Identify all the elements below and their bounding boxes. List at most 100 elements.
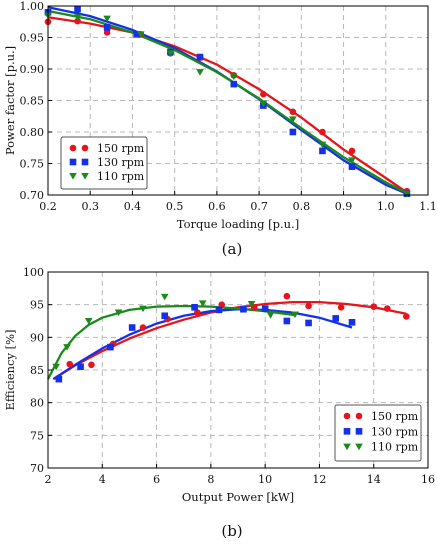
data-point bbox=[74, 17, 81, 25]
panel-label: (b) bbox=[221, 522, 242, 540]
x-tick-label: 0.2 bbox=[39, 200, 57, 213]
y-tick-label: 85 bbox=[30, 364, 44, 377]
data-point bbox=[305, 302, 312, 310]
x-tick-label: 1.0 bbox=[377, 200, 395, 213]
data-point bbox=[291, 311, 299, 319]
data-point bbox=[137, 31, 145, 38]
legend-marker bbox=[343, 443, 351, 451]
series-110-rpm bbox=[52, 293, 299, 371]
legend-marker bbox=[81, 144, 89, 152]
data-point bbox=[193, 309, 201, 316]
series-110-rpm bbox=[44, 12, 411, 198]
legend-label: 130 rpm bbox=[97, 156, 145, 169]
grid bbox=[48, 272, 428, 468]
data-point bbox=[52, 363, 60, 371]
legend-marker bbox=[69, 158, 77, 166]
data-point bbox=[196, 69, 204, 76]
fit-line-150-rpm bbox=[52, 300, 407, 381]
x-tick-label: 0.6 bbox=[208, 200, 226, 213]
data-point bbox=[215, 306, 223, 314]
legend-marker bbox=[343, 412, 351, 420]
data-point bbox=[402, 313, 410, 320]
data-point bbox=[107, 343, 114, 351]
legend-marker bbox=[355, 443, 363, 451]
legend-marker bbox=[343, 428, 351, 435]
y-tick-label: 0.85 bbox=[20, 95, 45, 108]
data-point bbox=[348, 319, 356, 326]
fit-line-110-rpm bbox=[46, 304, 296, 380]
data-point bbox=[240, 305, 247, 313]
data-point bbox=[103, 15, 111, 23]
data-point bbox=[348, 157, 356, 164]
y-tick-label: 0.75 bbox=[20, 158, 45, 171]
data-point bbox=[66, 360, 74, 368]
fit-line-110-rpm bbox=[47, 9, 408, 195]
data-point bbox=[247, 301, 256, 308]
legend-marker bbox=[81, 173, 89, 180]
data-point bbox=[348, 163, 356, 170]
legend-label: 130 rpm bbox=[371, 425, 419, 438]
data-point bbox=[55, 375, 63, 383]
data-point bbox=[370, 303, 378, 310]
legend-box bbox=[334, 404, 422, 462]
data-point bbox=[319, 128, 326, 136]
data-point bbox=[74, 5, 81, 13]
x-tick-label: 2 bbox=[45, 473, 52, 486]
x-tick-label: 4 bbox=[99, 473, 106, 486]
data-point bbox=[103, 29, 111, 36]
x-tick-label: 1.1 bbox=[419, 200, 437, 213]
x-tick-label: 8 bbox=[207, 473, 214, 486]
series-150-rpm bbox=[66, 292, 410, 369]
x-tick-label: 6 bbox=[153, 473, 160, 486]
x-tick-label: 12 bbox=[312, 473, 326, 486]
x-tick-label: 16 bbox=[421, 473, 435, 486]
x-tick-label: 0.3 bbox=[81, 200, 99, 213]
x-tick-label: 14 bbox=[367, 473, 381, 486]
data-point bbox=[218, 301, 226, 308]
data-point bbox=[198, 300, 207, 307]
y-tick-label: 0.80 bbox=[20, 126, 45, 139]
data-point bbox=[259, 100, 268, 108]
x-tick-label: 0.7 bbox=[250, 200, 268, 213]
legend-label: 150 rpm bbox=[97, 142, 145, 155]
data-point bbox=[166, 50, 175, 57]
x-axis-label: Torque loading [p.u.] bbox=[177, 217, 299, 231]
data-point bbox=[88, 361, 95, 369]
data-point bbox=[229, 73, 238, 81]
data-point bbox=[260, 90, 267, 98]
x-axis-label: Output Power [kW] bbox=[182, 490, 294, 504]
data-point bbox=[161, 312, 169, 320]
data-point bbox=[139, 324, 147, 331]
data-point bbox=[139, 305, 147, 313]
data-point bbox=[133, 31, 140, 38]
data-point bbox=[337, 303, 345, 311]
x-tick-label: 0.8 bbox=[293, 200, 311, 213]
chart-panel-a: 0.2 0.3 0.4 0.5 0.6 0.7 0.8 0.9 1.0 1.1 0.70 0.75 0.… bbox=[3, 0, 437, 258]
panel-label: (a) bbox=[222, 240, 243, 258]
series-130-rpm bbox=[55, 303, 356, 383]
x-tick-label: 10 bbox=[258, 473, 272, 486]
data-point bbox=[283, 317, 291, 325]
y-axis-label: Efficiency [%] bbox=[3, 329, 17, 410]
data-point bbox=[318, 141, 327, 149]
fit-line-150-rpm bbox=[47, 16, 408, 194]
legend-label: 110 rpm bbox=[97, 170, 145, 183]
data-point bbox=[230, 80, 238, 88]
data-point bbox=[289, 116, 297, 123]
x-tick-label: 0.9 bbox=[335, 200, 353, 213]
x-tick-label: 0.5 bbox=[166, 200, 184, 213]
data-point bbox=[114, 309, 123, 317]
legend-marker bbox=[355, 412, 363, 420]
data-point bbox=[305, 319, 312, 327]
legend-label: 150 rpm bbox=[371, 410, 419, 423]
y-tick-label: 0.70 bbox=[20, 189, 45, 202]
data-point bbox=[73, 14, 82, 21]
y-tick-label: 90 bbox=[30, 331, 44, 344]
legend-marker bbox=[81, 158, 89, 166]
data-point bbox=[283, 292, 291, 300]
data-point bbox=[63, 344, 71, 351]
data-point bbox=[289, 108, 297, 116]
